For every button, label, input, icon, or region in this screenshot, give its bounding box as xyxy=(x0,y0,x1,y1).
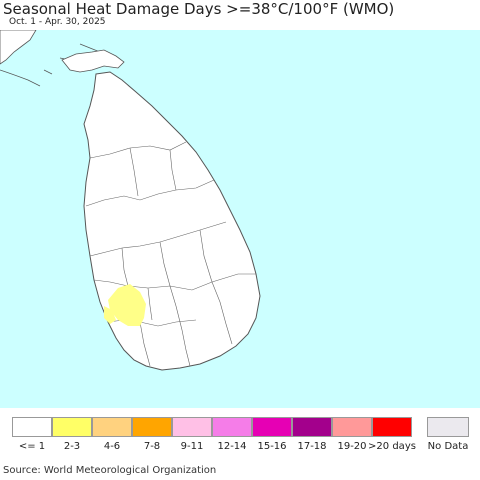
legend-label-no-data: No Data xyxy=(427,441,469,452)
legend-label: 4-6 xyxy=(103,441,121,452)
map-subtitle: Oct. 1 - Apr. 30, 2025 xyxy=(9,17,106,27)
source-note: Source: World Meteorological Organizatio… xyxy=(3,465,217,476)
legend-swatch xyxy=(292,417,332,437)
map-area xyxy=(0,30,480,408)
legend: <= 1 2-3 4-6 7-8 9-11 12-14 15-16 17-18 19-20 >20… xyxy=(0,417,480,457)
legend-swatch-no-data xyxy=(427,417,469,437)
heat-region-2-3-days xyxy=(108,284,146,326)
legend-swatch xyxy=(172,417,212,437)
legend-swatch xyxy=(52,417,92,437)
legend-swatch xyxy=(252,417,292,437)
legend-swatch xyxy=(372,417,412,437)
legend-label: 2-3 xyxy=(63,441,81,452)
legend-swatch xyxy=(132,417,172,437)
legend-label: >20 days xyxy=(368,441,416,452)
legend-swatch xyxy=(92,417,132,437)
legend-label: 15-16 xyxy=(257,441,287,452)
legend-label: 17-18 xyxy=(297,441,327,452)
district-boundaries xyxy=(85,141,256,367)
india-coast xyxy=(0,30,37,65)
legend-swatch xyxy=(12,417,52,437)
legend-label: 9-11 xyxy=(180,441,204,452)
legend-swatch xyxy=(212,417,252,437)
legend-label: <= 1 xyxy=(18,441,46,452)
legend-label: 7-8 xyxy=(143,441,161,452)
heat-region-2-3-days-west xyxy=(104,306,116,324)
ocean xyxy=(0,30,480,408)
adams-bridge xyxy=(0,43,101,87)
legend-label: 19-20 xyxy=(337,441,367,452)
legend-swatch xyxy=(332,417,372,437)
legend-label: 12-14 xyxy=(217,441,247,452)
jaffna-peninsula xyxy=(61,49,125,73)
map-title: Seasonal Heat Damage Days >=38°C/100°F (… xyxy=(3,0,395,18)
